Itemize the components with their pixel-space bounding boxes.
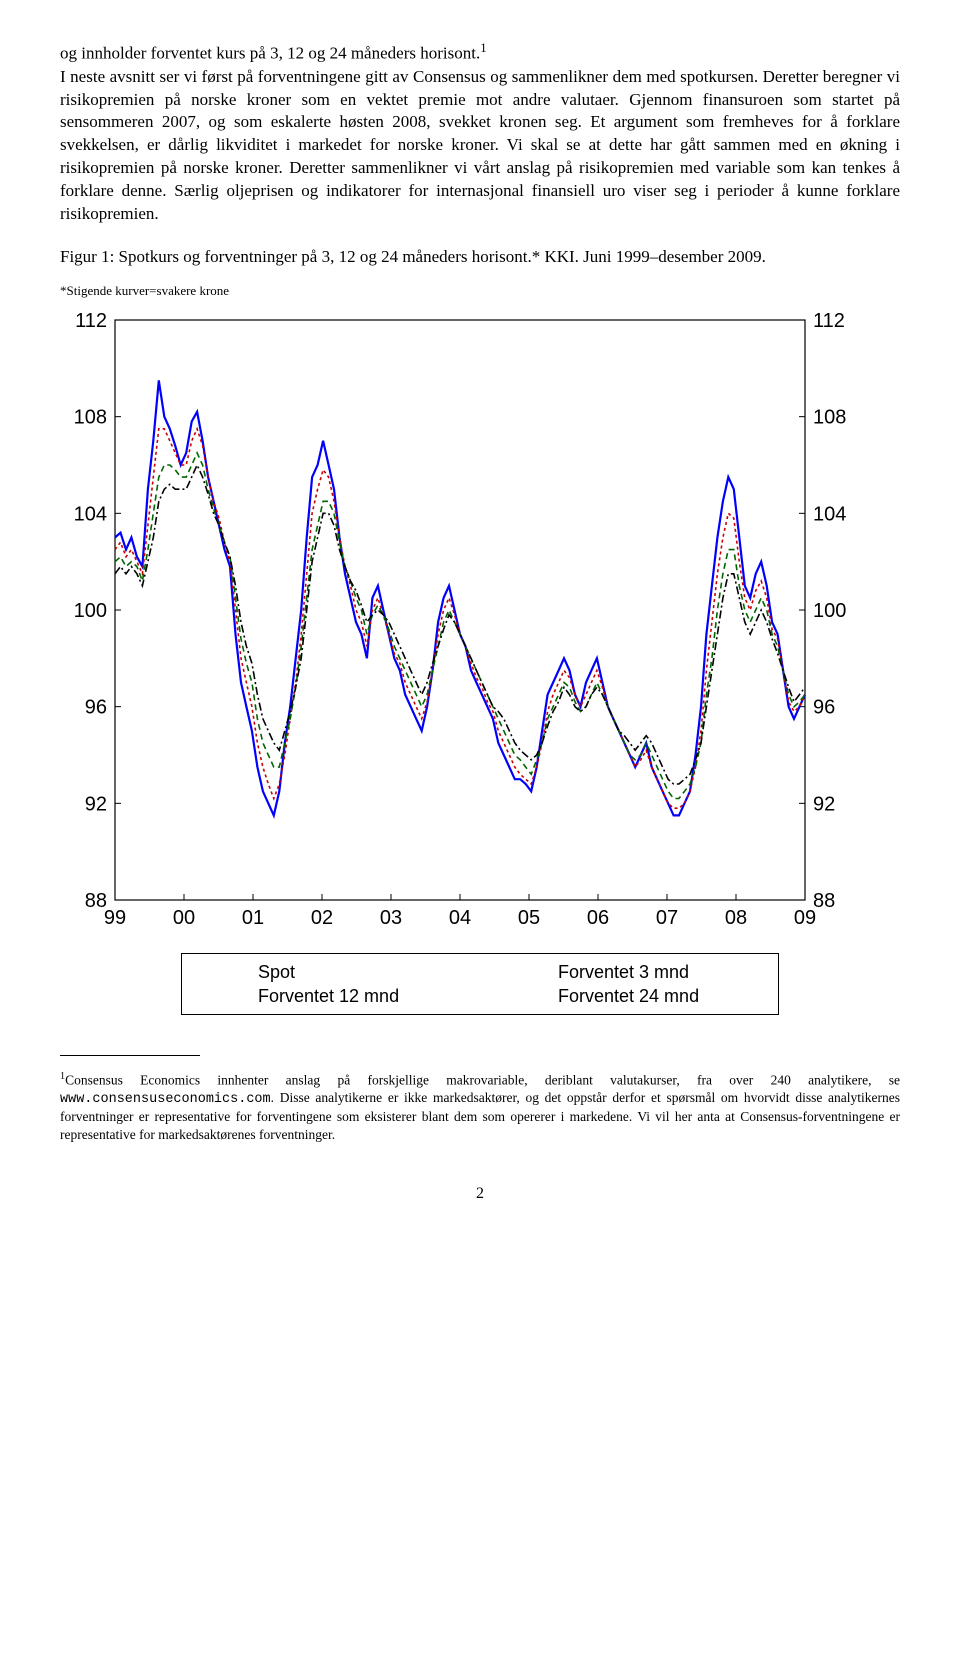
svg-text:03: 03 <box>380 907 402 929</box>
chart-container: 8888929296961001001041041081081121129900… <box>60 310 900 1016</box>
legend-item-spot: Spot <box>200 960 460 984</box>
chart-legend: Spot Forventet 3 mnd Forventet 12 mnd Fo… <box>181 953 779 1016</box>
figure-caption: Figur 1: Spotkurs og forventninger på 3,… <box>60 246 900 269</box>
line-chart: 8888929296961001001041041081081121129900… <box>60 310 860 940</box>
svg-text:05: 05 <box>518 907 540 929</box>
footnote-1: 1Consensus Economics innhenter anslag på… <box>60 1070 900 1144</box>
svg-text:100: 100 <box>813 600 846 622</box>
svg-text:88: 88 <box>813 890 835 912</box>
legend-item-f12: Forventet 12 mnd <box>200 984 460 1008</box>
legend-label: Spot <box>258 960 295 984</box>
legend-label: Forventet 24 mnd <box>558 984 699 1008</box>
svg-text:112: 112 <box>813 310 845 332</box>
svg-text:96: 96 <box>85 696 107 718</box>
svg-text:104: 104 <box>74 503 107 525</box>
svg-text:04: 04 <box>449 907 471 929</box>
svg-text:06: 06 <box>587 907 609 929</box>
paragraph-1: og innholder forventet kurs på 3, 12 og … <box>60 40 900 226</box>
svg-text:00: 00 <box>173 907 195 929</box>
footnote-separator <box>60 1055 200 1056</box>
page-number: 2 <box>60 1183 900 1205</box>
svg-text:09: 09 <box>794 907 816 929</box>
legend-label: Forventet 12 mnd <box>258 984 399 1008</box>
figure-subcaption: *Stigende kurver=svakere krone <box>60 282 900 300</box>
svg-text:96: 96 <box>813 696 835 718</box>
legend-item-f3: Forventet 3 mnd <box>500 960 760 984</box>
svg-text:108: 108 <box>74 406 107 428</box>
svg-text:07: 07 <box>656 907 678 929</box>
footnote-url: www.consensuseconomics.com <box>60 1092 271 1107</box>
svg-text:112: 112 <box>75 310 107 332</box>
para1a: og innholder forventet kurs på 3, 12 og … <box>60 44 480 63</box>
svg-text:92: 92 <box>85 793 107 815</box>
footnote-text-a: Consensus Economics innhenter anslag på … <box>65 1072 900 1087</box>
svg-text:01: 01 <box>242 907 264 929</box>
svg-text:104: 104 <box>813 503 846 525</box>
svg-text:02: 02 <box>311 907 333 929</box>
legend-label: Forventet 3 mnd <box>558 960 689 984</box>
svg-text:108: 108 <box>813 406 846 428</box>
svg-text:100: 100 <box>74 600 107 622</box>
svg-text:99: 99 <box>104 907 126 929</box>
para1b: I neste avsnitt ser vi først på forventn… <box>60 67 900 224</box>
svg-text:92: 92 <box>813 793 835 815</box>
footnote-ref-1: 1 <box>480 41 486 55</box>
legend-item-f24: Forventet 24 mnd <box>500 984 760 1008</box>
svg-text:08: 08 <box>725 907 747 929</box>
